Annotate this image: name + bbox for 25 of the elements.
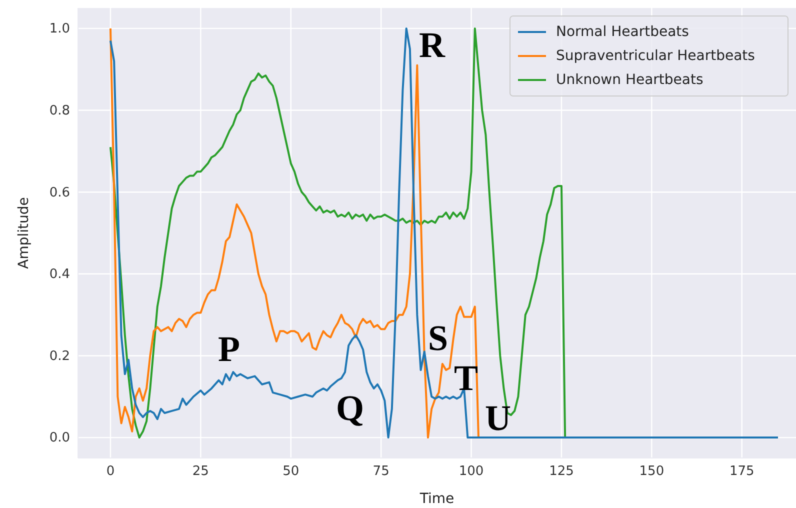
x-tick-label: 175 xyxy=(729,464,754,480)
y-axis-title: Amplitude xyxy=(16,197,32,269)
annotation: Q xyxy=(336,388,364,428)
x-tick-label: 100 xyxy=(458,464,484,480)
legend-label: Supraventricular Heartbeats xyxy=(556,48,755,64)
legend-label: Normal Heartbeats xyxy=(556,24,689,40)
y-tick-label: 0.6 xyxy=(49,185,70,200)
x-tick-label: 150 xyxy=(639,464,664,480)
y-tick-label: 0.8 xyxy=(49,103,70,118)
annotation: S xyxy=(428,318,448,358)
x-tick-label: 25 xyxy=(192,464,209,480)
x-axis-title: Time xyxy=(418,491,454,507)
annotation: P xyxy=(218,329,240,369)
x-tick-label: 50 xyxy=(282,464,300,480)
annotation: R xyxy=(419,25,446,65)
line-series xyxy=(109,27,779,439)
y-tick-label: 0.2 xyxy=(49,348,70,364)
y-tick-label: 0.4 xyxy=(49,267,70,282)
x-tick-label: 0 xyxy=(106,464,115,480)
x-tick-label: 75 xyxy=(372,464,390,480)
annotation: U xyxy=(485,398,511,438)
x-tick-label: 125 xyxy=(549,464,574,480)
legend-label: Unknown Heartbeats xyxy=(556,72,704,88)
y-tick-label: 0.0 xyxy=(49,430,70,446)
y-tick-label: 1.0 xyxy=(49,22,70,37)
